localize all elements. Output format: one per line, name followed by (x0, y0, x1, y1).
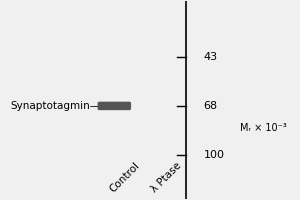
Text: Synaptotagmin—: Synaptotagmin— (10, 101, 101, 111)
Text: 100: 100 (203, 150, 224, 160)
Text: 43: 43 (203, 52, 218, 62)
Text: λ Ptase: λ Ptase (149, 161, 183, 195)
FancyBboxPatch shape (98, 102, 130, 109)
Text: 68: 68 (203, 101, 218, 111)
Text: Mᵣ × 10⁻³: Mᵣ × 10⁻³ (240, 123, 286, 133)
Text: Control: Control (107, 161, 141, 195)
